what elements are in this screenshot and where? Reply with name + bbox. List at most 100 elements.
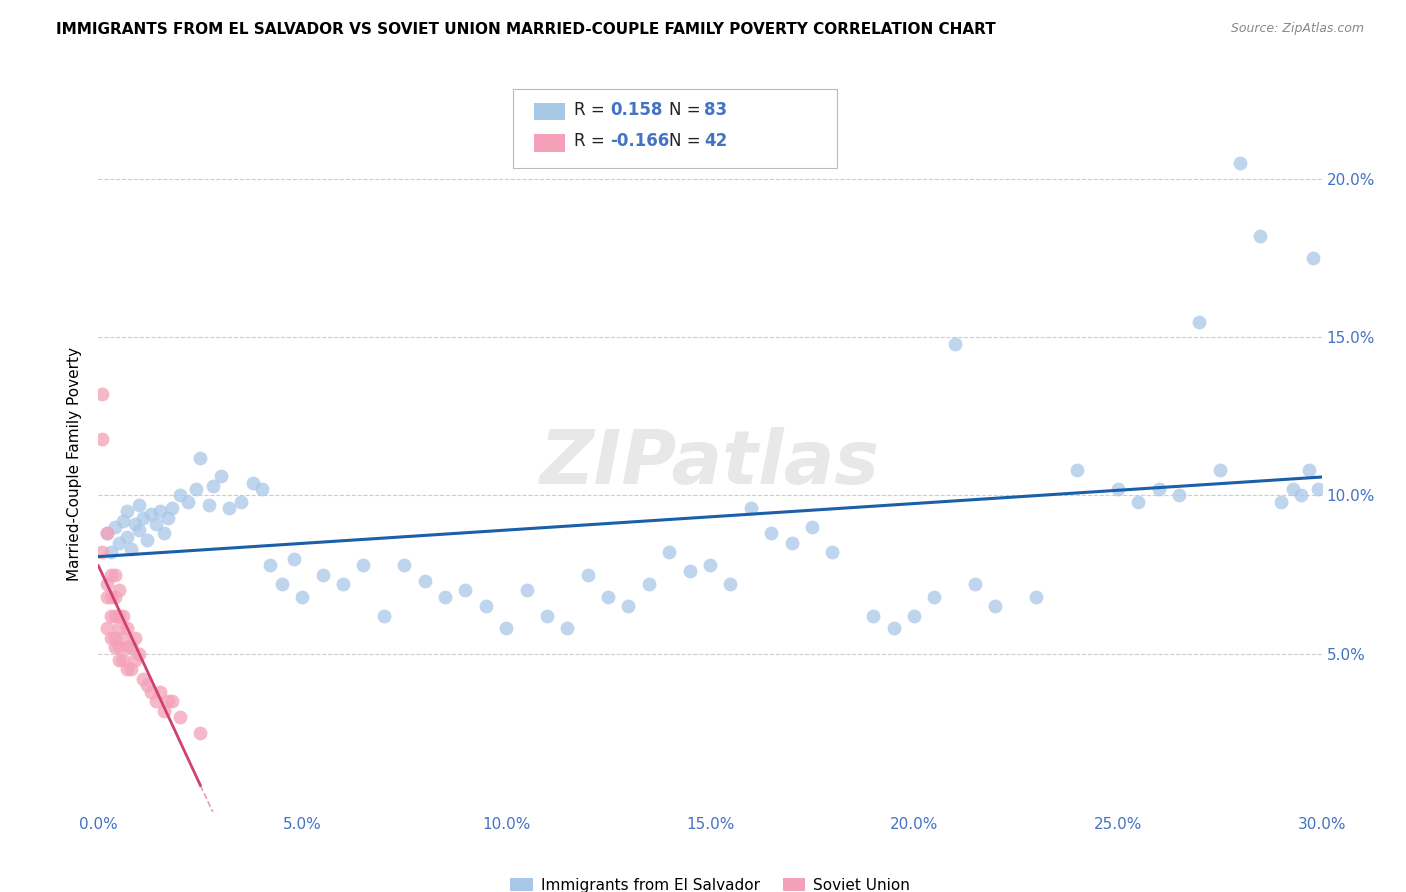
Point (149, 684, 172, 698)
Point (91, 387, 114, 401)
Y-axis label: Married-Couple Family Poverty: Married-Couple Family Poverty (67, 347, 83, 581)
Point (104, 520, 127, 534)
Point (922, 590, 945, 604)
Point (965, 577, 987, 591)
Point (111, 653, 134, 667)
Text: R =: R = (574, 132, 610, 150)
Point (96, 577, 118, 591)
Point (883, 621, 905, 635)
Point (1249, 229, 1271, 244)
Point (474, 599, 498, 614)
Point (177, 495, 200, 509)
Point (115, 662, 138, 676)
Point (108, 536, 131, 550)
Point (104, 631, 127, 645)
Text: Source: ZipAtlas.com: Source: ZipAtlas.com (1230, 22, 1364, 36)
Point (108, 583, 131, 598)
Point (495, 621, 517, 635)
Point (903, 608, 925, 623)
Point (434, 590, 457, 604)
Point (96, 590, 118, 604)
Point (100, 631, 122, 645)
Point (1188, 314, 1211, 328)
Point (120, 542, 142, 557)
Point (1229, 156, 1251, 170)
Point (1306, 482, 1329, 496)
Point (454, 583, 477, 598)
Point (108, 608, 131, 623)
Point (132, 672, 155, 686)
Point (283, 551, 305, 566)
Point (638, 577, 661, 591)
Point (100, 545, 122, 559)
Point (617, 599, 640, 614)
Point (111, 514, 134, 528)
Point (392, 558, 416, 572)
Point (291, 590, 314, 604)
Point (152, 704, 174, 718)
Point (352, 558, 374, 572)
Text: -0.166: -0.166 (610, 132, 669, 150)
Point (115, 530, 138, 544)
Point (679, 565, 702, 579)
Point (1025, 590, 1047, 604)
Text: IMMIGRANTS FROM EL SALVADOR VS SOVIET UNION MARRIED-COUPLE FAMILY POVERTY CORREL: IMMIGRANTS FROM EL SALVADOR VS SOVIET UN… (56, 22, 995, 37)
Point (250, 482, 273, 496)
Point (124, 631, 146, 645)
Point (209, 469, 232, 483)
Point (943, 336, 966, 351)
Point (1128, 495, 1150, 509)
Point (201, 479, 224, 493)
Point (124, 653, 146, 667)
Point (516, 583, 538, 598)
Point (149, 504, 172, 518)
Point (1066, 463, 1088, 477)
Point (156, 510, 179, 524)
Point (1282, 482, 1305, 496)
Point (1270, 495, 1292, 509)
Point (188, 725, 212, 739)
Point (152, 526, 174, 541)
Point (1291, 488, 1313, 502)
Point (145, 694, 167, 708)
Point (197, 498, 219, 512)
Point (132, 510, 155, 524)
Point (862, 608, 884, 623)
Point (104, 608, 127, 623)
Point (160, 501, 183, 516)
Point (169, 488, 191, 502)
Point (1302, 252, 1324, 266)
Point (104, 640, 127, 655)
Point (1209, 463, 1232, 477)
Point (141, 508, 163, 522)
Point (1298, 463, 1320, 477)
Point (115, 640, 138, 655)
Point (658, 545, 681, 559)
Point (108, 653, 131, 667)
Point (218, 501, 240, 516)
Text: 42: 42 (704, 132, 728, 150)
Point (169, 710, 191, 724)
Point (821, 545, 844, 559)
Point (188, 450, 212, 465)
Point (373, 608, 395, 623)
Point (128, 498, 150, 512)
Point (91, 545, 114, 559)
Point (136, 678, 159, 692)
Text: N =: N = (669, 132, 706, 150)
Point (536, 608, 558, 623)
Point (145, 516, 167, 531)
Point (108, 640, 131, 655)
Point (128, 523, 150, 537)
Legend: Immigrants from El Salvador, Soviet Union: Immigrants from El Salvador, Soviet Unio… (503, 871, 917, 892)
Point (332, 577, 354, 591)
Point (413, 574, 436, 588)
Point (312, 567, 335, 582)
Point (270, 577, 294, 591)
Point (96, 621, 118, 635)
Point (96, 526, 118, 541)
Point (156, 694, 179, 708)
Point (96, 526, 118, 541)
Point (124, 516, 146, 531)
Point (761, 526, 783, 541)
